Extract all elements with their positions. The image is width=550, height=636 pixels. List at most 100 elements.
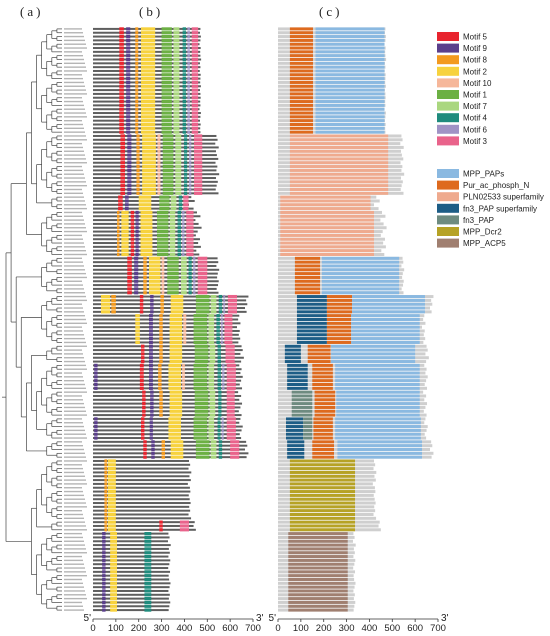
domain-mpp-paps-mark	[321, 275, 400, 279]
leaf-label-mark	[64, 399, 83, 401]
protein-bar	[93, 394, 242, 397]
leaf-label-mark	[64, 322, 87, 325]
motif-2-mark	[169, 329, 183, 333]
motif-7-mark	[175, 149, 182, 153]
motif-2-mark	[168, 428, 181, 432]
domain-mpp-dcr2-mark	[289, 497, 356, 501]
motif-4-mark	[182, 54, 187, 58]
motif-5-mark	[139, 310, 144, 314]
motif-2-mark	[168, 363, 181, 367]
motif-6-mark	[187, 119, 190, 123]
motif-7-mark	[175, 184, 182, 188]
protein-bar	[93, 440, 247, 443]
motif-row	[93, 444, 248, 448]
motif-4-mark	[144, 604, 152, 608]
motif-9-mark	[127, 176, 132, 180]
leaf-label-mark	[64, 490, 83, 493]
motif-6-mark	[193, 256, 196, 260]
motif-1-mark	[167, 256, 179, 260]
motif-row	[93, 126, 201, 130]
motif-7-mark	[173, 54, 180, 58]
motif-1-mark	[161, 107, 172, 111]
motif-1-mark	[161, 42, 172, 46]
domain-mpp-paps-mark	[315, 103, 385, 107]
motif-6-mark	[187, 96, 190, 100]
motif-2-mark	[141, 111, 156, 115]
domain-row	[278, 321, 426, 325]
motif-row	[93, 447, 245, 452]
protein-bar	[93, 352, 241, 355]
domain-fn3-pap-superfamily-mark	[296, 325, 327, 329]
domain-mpp-dcr2-mark	[289, 490, 356, 494]
motif-8-mark	[159, 394, 163, 398]
motif-2-mark	[169, 390, 183, 394]
domain-row	[278, 417, 426, 421]
domain-mpp-paps-mark	[315, 84, 385, 88]
motif-4-mark	[216, 317, 220, 322]
motif-2-mark	[107, 467, 116, 471]
motif-6-mark	[189, 161, 192, 165]
domain-row	[278, 600, 356, 604]
tick-label: 200	[316, 623, 332, 634]
motif-row	[93, 138, 218, 142]
motif-3-mark	[186, 241, 194, 245]
motif-row	[93, 363, 240, 367]
motif-7-mark	[209, 413, 216, 417]
motif-2-mark	[110, 577, 117, 582]
motif-8-mark	[135, 65, 139, 69]
motif-2-mark	[110, 535, 117, 540]
protein-bar	[93, 303, 248, 306]
domain-pln02533-superfamily-mark	[289, 138, 389, 142]
motif-2-mark	[110, 551, 117, 555]
domain-row	[278, 348, 428, 352]
motif-9-mark	[135, 226, 139, 230]
motif-9-mark	[102, 597, 106, 601]
motif-3-mark	[191, 126, 199, 130]
motif-3-mark	[191, 38, 199, 42]
motif-5-mark	[142, 394, 146, 398]
motif-5-mark	[119, 42, 124, 46]
motif-9-mark	[134, 279, 139, 283]
domain-pur-ac-phosph-n-mark	[294, 272, 321, 276]
tick-label: 0	[90, 623, 95, 634]
domain-row	[278, 501, 376, 505]
motif-2-mark	[110, 574, 117, 578]
motif-8-mark	[135, 80, 139, 85]
leaf-label-mark	[64, 184, 87, 187]
motif-1-mark	[193, 424, 208, 429]
motif-9-mark	[127, 161, 132, 165]
leaf-label-mark	[64, 162, 87, 164]
motif-2-mark	[142, 149, 156, 153]
motif-2-mark	[142, 145, 156, 150]
motif-8-mark	[143, 287, 147, 291]
domain-row	[278, 73, 386, 77]
motif-1-mark	[193, 379, 208, 383]
motif-row	[93, 440, 247, 444]
domain-row	[278, 191, 404, 195]
legend-item-motif-1: Motif 1	[437, 90, 488, 100]
motif-7-mark	[210, 440, 217, 444]
domain-mpp-paps-mark	[335, 436, 421, 440]
motif-3-mark	[194, 168, 203, 172]
motif-1-mark	[162, 187, 174, 192]
motif-9-mark	[125, 199, 129, 203]
motif-5-mark	[142, 398, 146, 402]
motif-8-mark	[135, 38, 139, 42]
protein-bar	[93, 551, 170, 554]
domain-row	[278, 474, 375, 478]
domain-row	[278, 203, 374, 207]
motif-row	[93, 264, 217, 268]
motif-5-mark	[130, 245, 135, 249]
motif-7-mark	[169, 210, 176, 215]
motif-7-mark	[181, 268, 187, 272]
motif-3-mark	[191, 65, 199, 69]
motif-9-mark	[149, 333, 153, 337]
leaf-label-mark	[64, 582, 83, 585]
motif-6-mark	[221, 325, 223, 329]
motif-1-mark	[161, 122, 172, 127]
motif-1-mark	[193, 321, 208, 325]
domain-row	[278, 535, 355, 539]
motif-8-mark	[159, 344, 163, 348]
motif-row	[93, 333, 239, 337]
motif-8-mark	[160, 294, 164, 299]
